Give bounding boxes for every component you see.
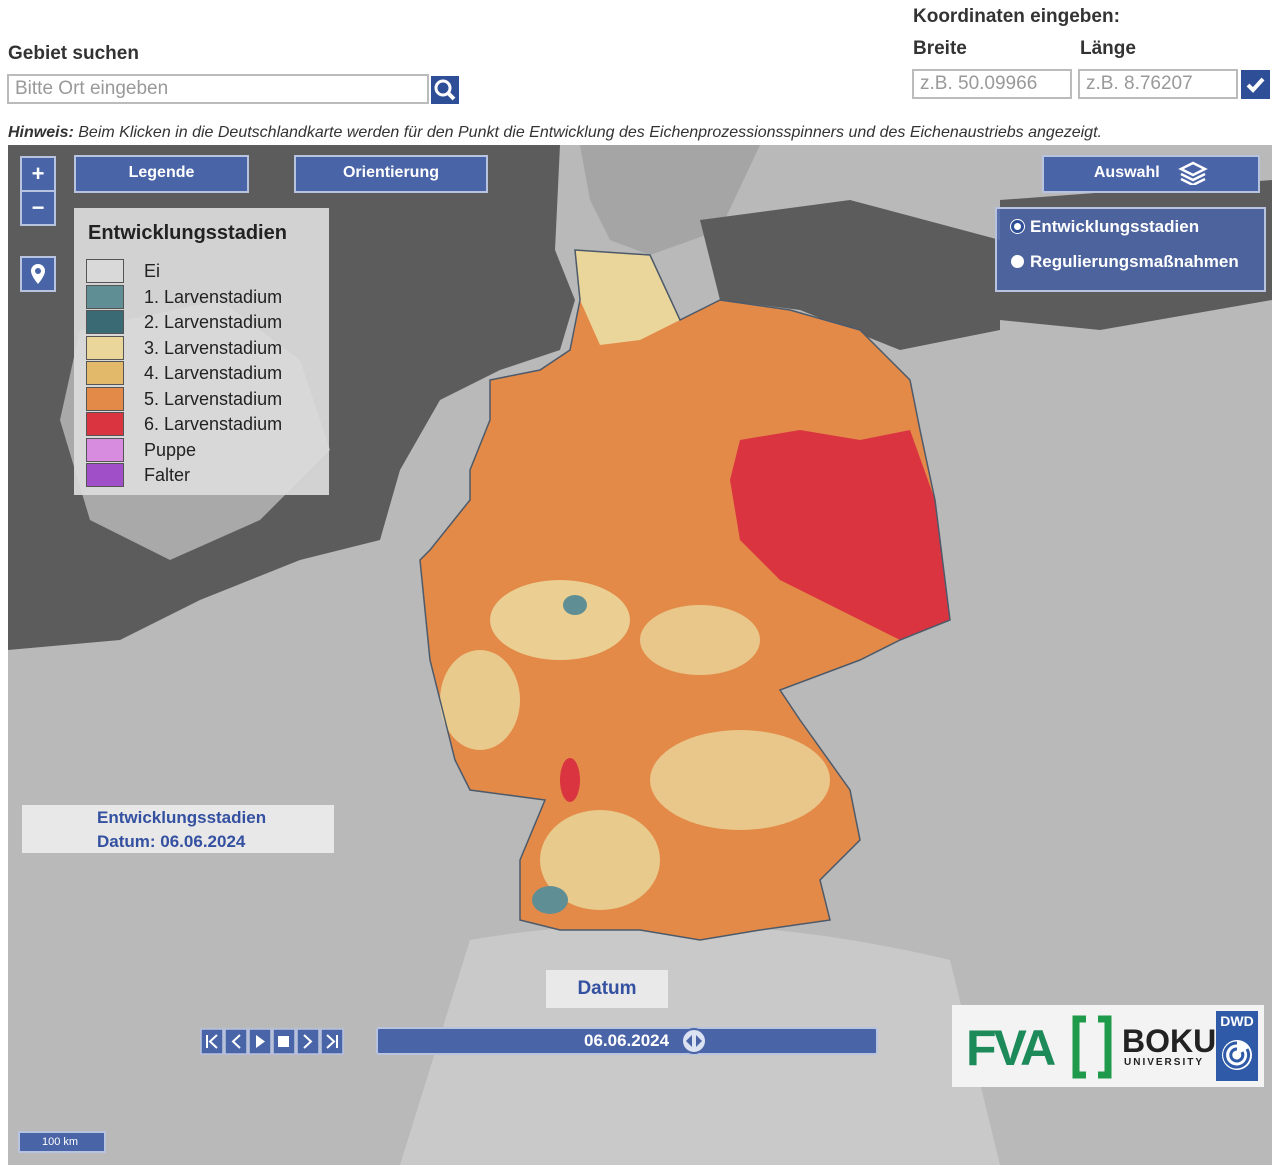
- locate-button[interactable]: [20, 256, 56, 292]
- legend-label: Falter: [144, 465, 191, 485]
- layer-selector: Entwicklungsstadien Regulierungsmaßnahmen: [995, 207, 1266, 292]
- logos: FVA BOKU UNIVERSITY DWD: [952, 1005, 1264, 1087]
- legend-label: Ei: [144, 261, 161, 281]
- lat-input[interactable]: z.B. 50.09966: [912, 69, 1072, 99]
- search-label: Gebiet suchen: [8, 43, 139, 64]
- check-icon: [1246, 77, 1265, 93]
- radio: [1011, 255, 1024, 268]
- selection-label: Auswahl: [1093, 164, 1160, 181]
- legend-label: 4. Larvenstadium: [144, 363, 283, 383]
- dwd-swirl: [1222, 1040, 1252, 1070]
- boku-bracket: [1072, 1015, 1112, 1079]
- info-date: Datum: 06.06.2024: [97, 832, 246, 851]
- legend-label: 6. Larvenstadium: [144, 414, 283, 434]
- legend-swatch: [86, 386, 124, 411]
- legend-label: 3. Larvenstadium: [144, 337, 283, 358]
- slider-handle[interactable]: [680, 1027, 708, 1055]
- playback-icons: [200, 1028, 344, 1055]
- layer-option[interactable]: Regulierungsmaßnahmen: [1011, 252, 1239, 272]
- selection-button[interactable]: Auswahl: [1042, 155, 1260, 193]
- lon-input[interactable]: z.B. 8.76207: [1078, 69, 1238, 99]
- timeline-label: Datum: [546, 970, 668, 1008]
- dwd-text: DWD: [1220, 1013, 1254, 1029]
- playback-controls: [200, 1028, 348, 1060]
- layer-label: Entwicklungsstadien: [1030, 217, 1200, 236]
- boku-sub: UNIVERSITY: [1124, 1057, 1205, 1068]
- legend-label: 2. Larvenstadium: [144, 312, 283, 332]
- legend-swatch: [86, 310, 124, 334]
- legend-button[interactable]: Legende: [74, 155, 249, 193]
- hint-text: Beim Klicken in die Deutschlandkarte wer…: [78, 124, 1102, 141]
- legend-title: Entwicklungsstadien: [88, 222, 287, 244]
- info-title: Entwicklungsstadien: [97, 808, 267, 827]
- legend-label: 5. Larvenstadium: [144, 388, 283, 409]
- orientation-button[interactable]: Orientierung: [294, 155, 488, 193]
- hint: Hinweis: Beim Klicken in die Deutschland…: [8, 124, 1102, 142]
- legend-swatch: [86, 437, 124, 462]
- legend-label: Puppe: [144, 439, 197, 460]
- lat-label: Breite: [913, 38, 967, 59]
- hint-label: Hinweis:: [8, 124, 74, 141]
- info-box: Entwicklungsstadien Datum: 06.06.2024: [22, 805, 334, 853]
- legend-swatch: [86, 463, 124, 487]
- radio: [1011, 220, 1024, 233]
- pin-icon: [31, 264, 45, 284]
- layer-option[interactable]: Entwicklungsstadien: [1011, 217, 1199, 237]
- coords-button[interactable]: [1239, 68, 1272, 101]
- search-icon: [434, 79, 456, 101]
- lon-label: Länge: [1080, 38, 1136, 59]
- date-slider[interactable]: 06.06.2024: [376, 1027, 878, 1055]
- zoom-out[interactable]: −: [20, 190, 56, 226]
- scale-bar: 100 km: [18, 1131, 106, 1153]
- search-button[interactable]: [429, 74, 461, 106]
- dwd-logo: DWD: [1216, 1011, 1258, 1081]
- legend-swatch: [86, 361, 124, 385]
- legend-swatch: [86, 335, 124, 360]
- zoom-in[interactable]: +: [20, 156, 56, 192]
- slider-value: 06.06.2024: [584, 1031, 670, 1050]
- search-input[interactable]: Bitte Ort eingeben: [7, 74, 429, 104]
- legend: Entwicklungsstadien Ei 1. Larvenstadium 2.…: [74, 208, 329, 495]
- layers-icon: [1178, 161, 1208, 187]
- boku-logo: BOKU: [1122, 1023, 1217, 1059]
- fva-logo: FVA: [966, 1020, 1056, 1076]
- legend-swatch: [86, 259, 124, 283]
- coords-title: Koordinaten eingeben:: [913, 6, 1120, 27]
- legend-label: 1. Larvenstadium: [144, 286, 283, 307]
- layer-label: Regulierungsmaßnahmen: [1030, 252, 1239, 271]
- legend-swatch: [86, 412, 124, 436]
- legend-swatch: [86, 284, 124, 309]
